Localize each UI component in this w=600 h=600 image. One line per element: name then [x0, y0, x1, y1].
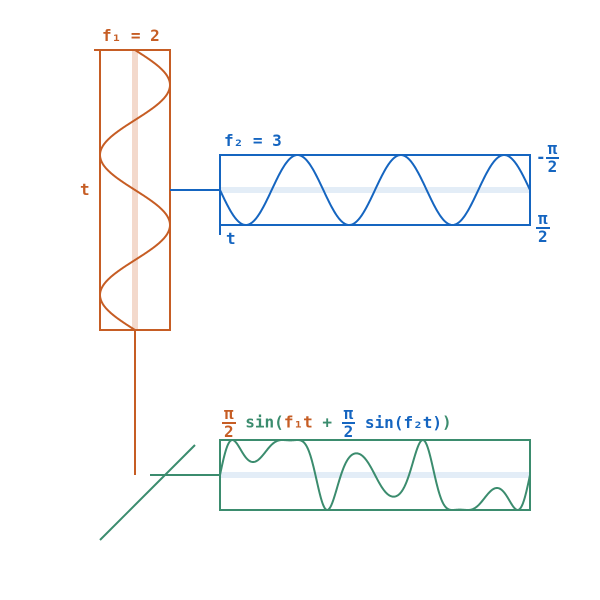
diagram-canvas: [0, 0, 600, 600]
blue-bottom-amplitude-label: π2: [536, 211, 550, 245]
blue-t-label: t: [226, 229, 236, 248]
orange-t-label: t: [80, 180, 90, 199]
orange-title: f₁ = 2: [102, 26, 160, 45]
blue-top-amplitude-label: -π2: [536, 141, 559, 175]
green-formula-label: π2 sin(f₁t + π2 sin(f₂t)): [222, 406, 452, 440]
blue-title: f₂ = 3: [224, 131, 282, 150]
